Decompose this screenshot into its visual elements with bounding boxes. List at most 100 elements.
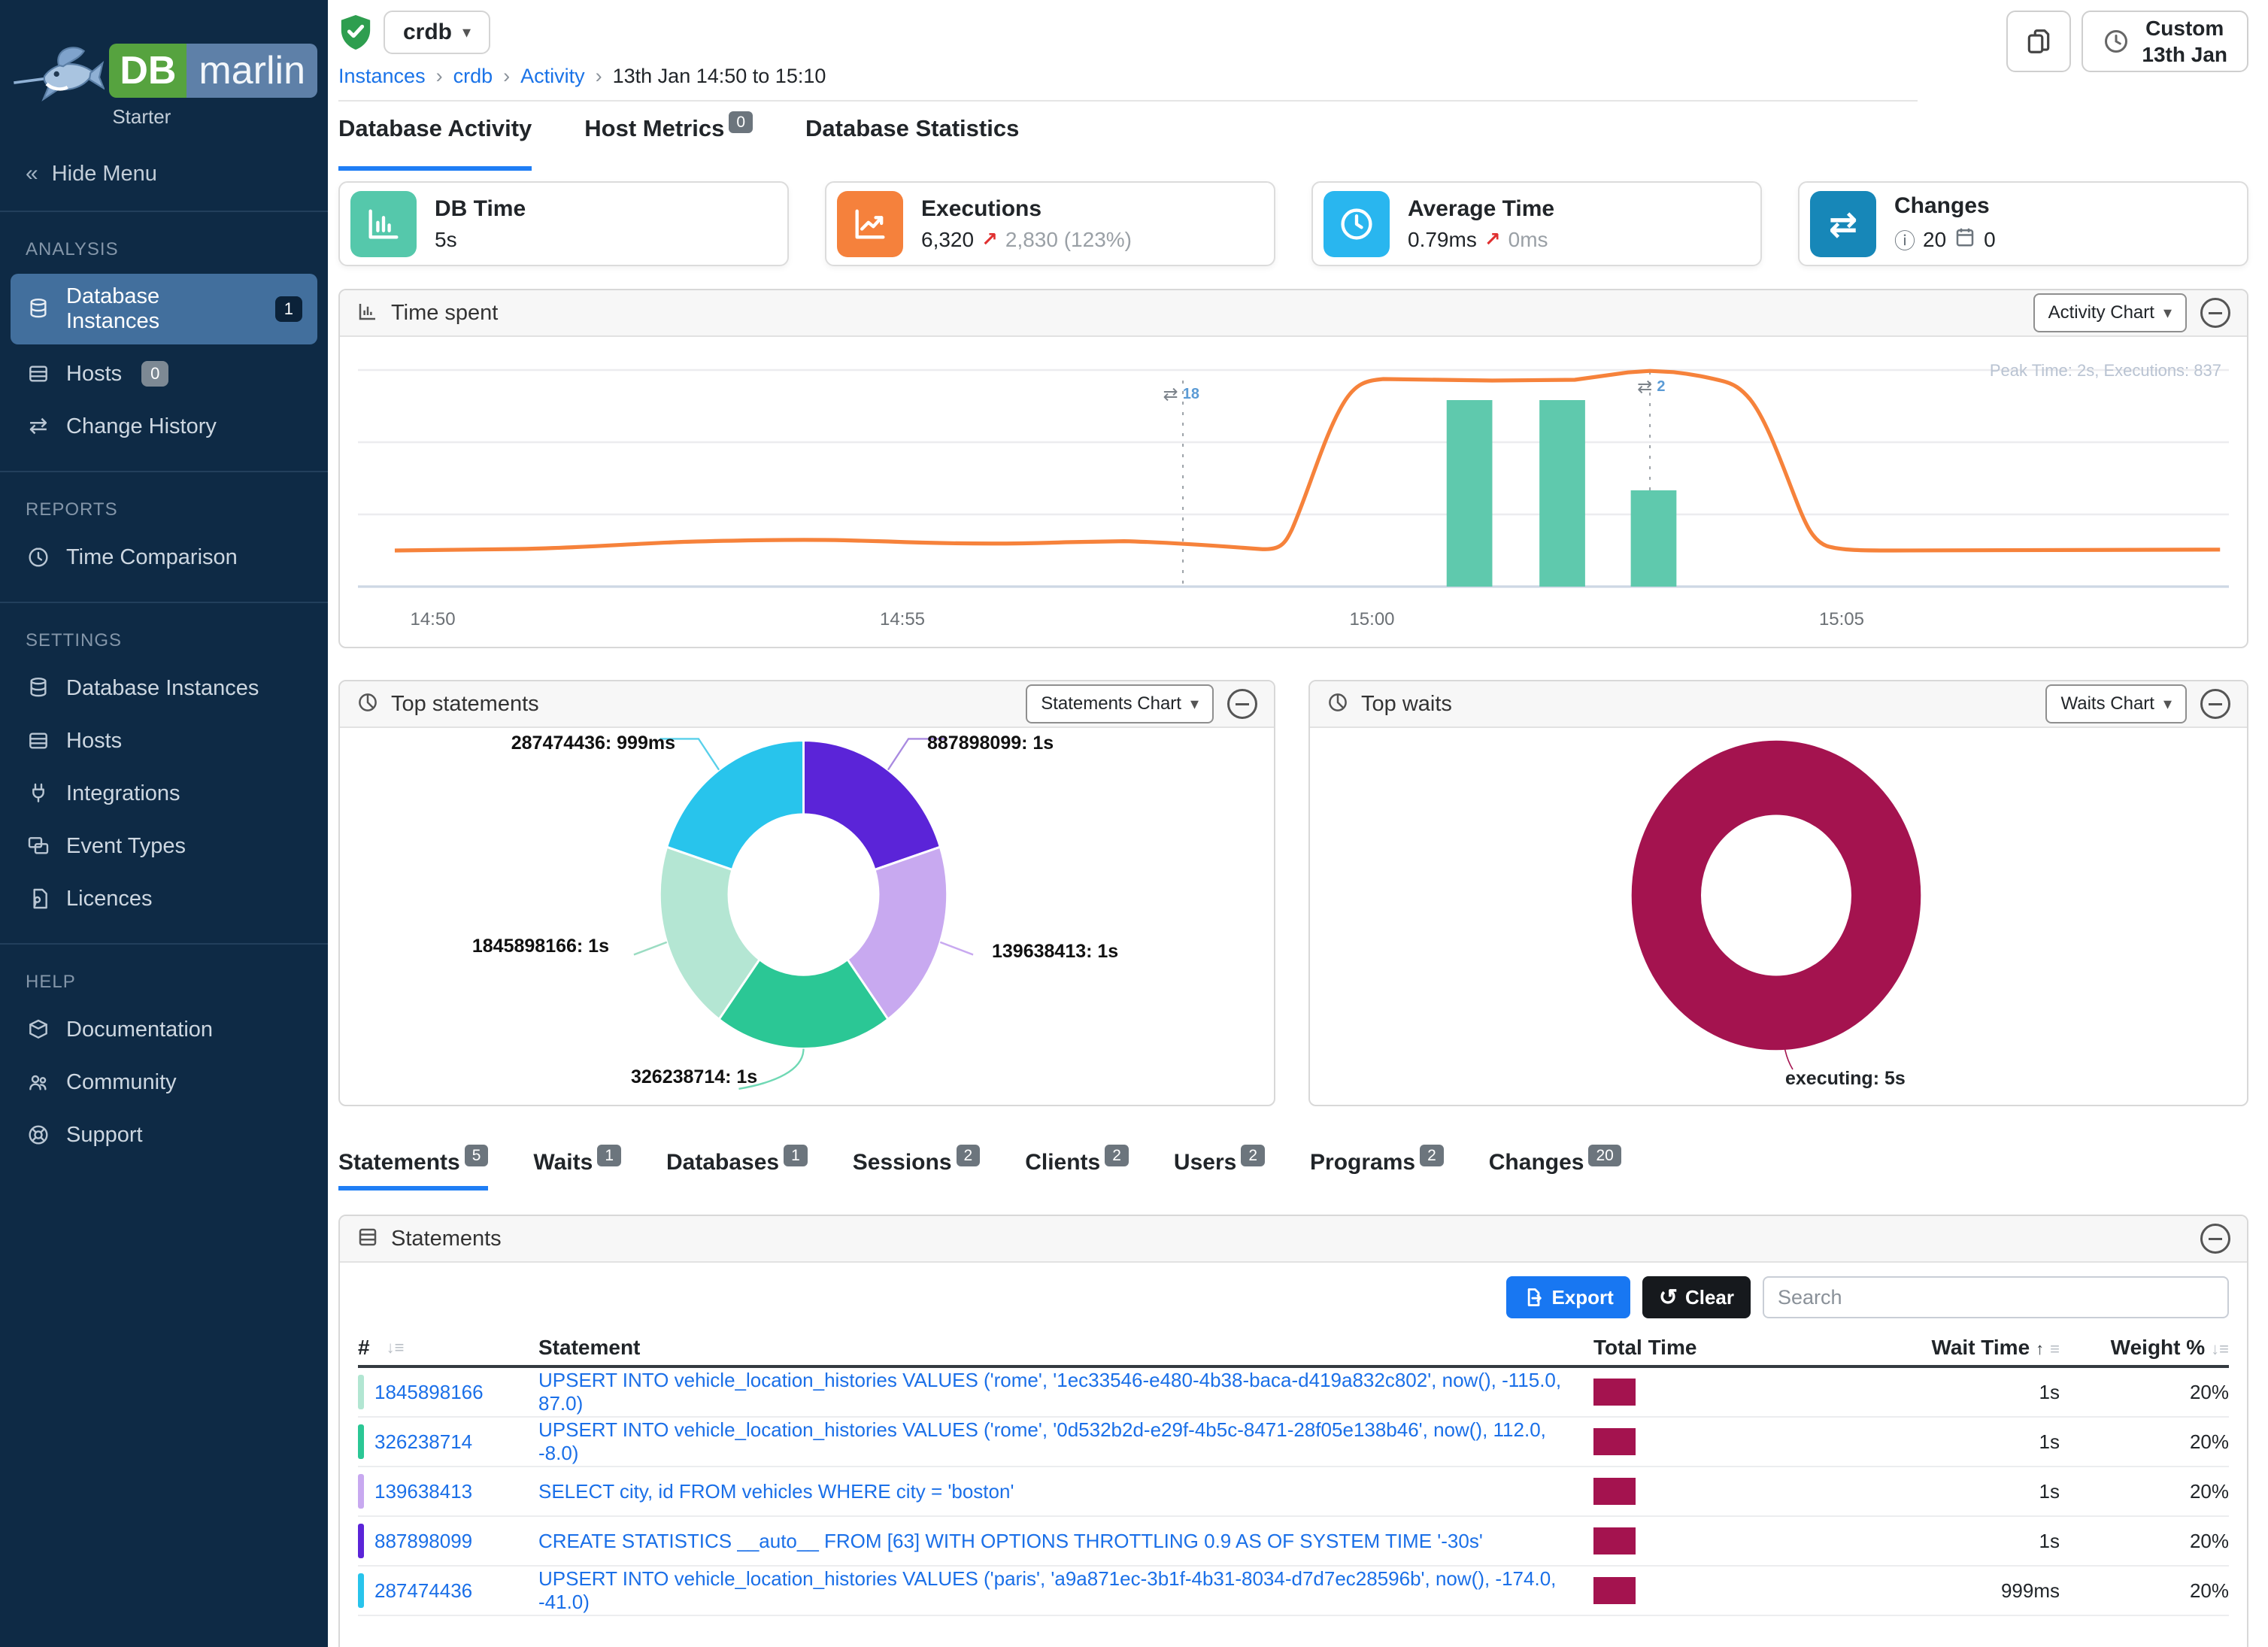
chart-select-label: Waits Chart (2060, 693, 2154, 714)
statement-id-link[interactable]: 139638413 (374, 1479, 473, 1503)
sidebar-item-label: Hosts (66, 361, 123, 386)
breadcrumb-crdb[interactable]: crdb (453, 65, 493, 87)
sidebar-item-settings-database-instances[interactable]: Database Instances (11, 665, 317, 711)
tab-programs[interactable]: Programs 2 (1310, 1145, 1444, 1186)
tab-databases[interactable]: Databases 1 (666, 1145, 808, 1186)
tab-users[interactable]: Users 2 (1174, 1145, 1266, 1186)
col-statement[interactable]: Statement (538, 1336, 641, 1359)
statement-id-link[interactable]: 887898099 (374, 1529, 473, 1552)
delta-up-icon: ↗ (981, 228, 998, 250)
col-total-time[interactable]: Total Time (1593, 1336, 1697, 1359)
x-tick: 15:05 (1818, 609, 1864, 629)
statement-sql-link[interactable]: UPSERT INTO vehicle_location_histories V… (538, 1418, 1546, 1464)
sidebar-item-label: Licences (66, 886, 153, 911)
tab-database-activity[interactable]: Database Activity (338, 115, 532, 171)
col-wait-time[interactable]: Wait Time (1931, 1336, 2030, 1359)
tab-label: Changes (1488, 1150, 1584, 1175)
sidebar-item-label: Change History (66, 414, 217, 438)
info-icon: ⓘ (1894, 229, 1916, 253)
kpi-executions: Executions 6,320 ↗ 2,830 (123%) (825, 181, 1275, 266)
statements-donut-chart[interactable]: 287474436: 999ms 887898099: 1s 139638413… (340, 728, 1274, 1105)
sidebar-item-community[interactable]: Community (11, 1059, 317, 1106)
sidebar-item-time-comparison[interactable]: Time Comparison (11, 534, 317, 581)
weight-value: 20% (2189, 1529, 2229, 1552)
sidebar: DB marlin Starter « Hide Menu ANALYSIS D… (0, 0, 328, 1647)
sidebar-item-integrations[interactable]: Integrations (11, 770, 317, 817)
statement-sql-link[interactable]: UPSERT INTO vehicle_location_histories V… (538, 1369, 1562, 1415)
collapse-panel-icon[interactable] (1227, 689, 1257, 719)
statement-id-link[interactable]: 287474436 (374, 1579, 473, 1602)
sidebar-item-event-types[interactable]: Event Types (11, 823, 317, 869)
statement-id-link[interactable]: 326238714 (374, 1430, 473, 1453)
tab-database-statistics[interactable]: Database Statistics (805, 115, 1019, 171)
sidebar-item-label: Hosts (66, 728, 123, 753)
sidebar-item-hosts[interactable]: Hosts 0 (11, 350, 317, 397)
tab-sessions[interactable]: Sessions 2 (853, 1145, 981, 1186)
sidebar-item-documentation[interactable]: Documentation (11, 1006, 317, 1053)
tab-waits[interactable]: Waits 1 (533, 1145, 621, 1186)
export-icon (1528, 1288, 1542, 1306)
tab-clients[interactable]: Clients 2 (1025, 1145, 1129, 1186)
tab-label: Waits (533, 1150, 593, 1175)
clock-icon (26, 544, 51, 570)
waits-chart-select[interactable]: Waits Chart ▾ (2045, 684, 2187, 723)
statement-id-link[interactable]: 1845898166 (374, 1380, 484, 1403)
donut-label-326238714: 326238714: 1s (631, 1066, 758, 1087)
hide-menu-button[interactable]: « Hide Menu (0, 141, 328, 206)
count-badge: 0 (141, 361, 169, 387)
wait-time-value: 999ms (2000, 1579, 2060, 1602)
kpi-delta: 0ms (1508, 227, 1548, 251)
kpi-title: Average Time (1408, 196, 1555, 221)
clock-icon (1324, 190, 1390, 257)
sidebar-item-label: Community (66, 1069, 177, 1094)
sidebar-item-database-instances[interactable]: Database Instances 1 (11, 274, 317, 344)
sidebar-item-licences[interactable]: Licences (11, 875, 317, 922)
col-weight[interactable]: Weight % (2110, 1336, 2206, 1359)
breadcrumb-activity[interactable]: Activity (520, 65, 585, 87)
waits-donut-chart[interactable]: executing: 5s (1310, 728, 2247, 1105)
collapse-panel-icon[interactable] (2200, 689, 2230, 719)
search-input[interactable] (1763, 1276, 2229, 1318)
statement-color-bar (358, 1524, 364, 1558)
weight-value: 20% (2189, 1430, 2229, 1453)
export-label: Export (1551, 1285, 1614, 1309)
copy-icon (2028, 29, 2050, 53)
tab-label: Clients (1025, 1150, 1101, 1175)
tab-statements[interactable]: Statements 5 (338, 1145, 489, 1191)
top-waits-panel: Top waits Waits Chart ▾ (1308, 680, 2248, 1106)
tab-changes[interactable]: Changes 20 (1488, 1145, 1621, 1186)
statement-sql-link[interactable]: UPSERT INTO vehicle_location_histories V… (538, 1567, 1557, 1613)
main-content: crdb ▾ Instances › crdb › Activity › 13t… (328, 0, 2268, 1647)
time-range-button[interactable]: Custom 13th Jan (2082, 11, 2248, 72)
breadcrumb-instances[interactable]: Instances (338, 65, 426, 87)
tab-label: Database Statistics (805, 115, 1020, 141)
tab-host-metrics[interactable]: Host Metrics 0 (584, 111, 753, 171)
sidebar-item-label: Database Instances (66, 675, 259, 700)
export-button[interactable]: Export (1506, 1276, 1630, 1318)
delta-up-icon: ↗ (1484, 228, 1501, 250)
statement-sql-link[interactable]: SELECT city, id FROM vehicles WHERE city… (538, 1479, 1014, 1503)
collapse-panel-icon[interactable] (2200, 298, 2230, 328)
table-row: 1845898166 UPSERT INTO vehicle_location_… (358, 1368, 2229, 1418)
collapse-panel-icon[interactable] (2200, 1224, 2230, 1254)
sidebar-item-label: Time Comparison (66, 544, 238, 569)
brand-marlin: marlin (186, 44, 317, 98)
sidebar-item-change-history[interactable]: ⇄ Change History (11, 403, 317, 450)
statement-sql-link[interactable]: CREATE STATISTICS __auto__ FROM [63] WIT… (538, 1529, 1483, 1552)
chart-select-label: Statements Chart (1041, 693, 1181, 714)
sidebar-item-settings-hosts[interactable]: Hosts (11, 717, 317, 764)
swap-glyph: ⇄ (1828, 204, 1858, 244)
clear-button[interactable]: ↺ Clear (1642, 1276, 1751, 1318)
time-spent-chart[interactable]: Peak Time: 2s, Executions: 837 ⇄ 18 ⇄ 2 … (340, 347, 2247, 647)
range-line2: 13th Jan (2142, 43, 2227, 66)
activity-chart-select[interactable]: Activity Chart ▾ (2033, 293, 2187, 332)
instance-selector[interactable]: crdb ▾ (384, 11, 491, 54)
sidebar-item-support[interactable]: Support (11, 1112, 317, 1158)
col-num[interactable]: # (358, 1336, 370, 1359)
copy-link-button[interactable] (2006, 11, 2072, 72)
tab-label: Databases (666, 1150, 780, 1175)
divider (0, 471, 328, 472)
statements-chart-select[interactable]: Statements Chart ▾ (1026, 684, 1214, 723)
database-icon (26, 675, 51, 701)
x-tick: 15:00 (1349, 609, 1395, 629)
